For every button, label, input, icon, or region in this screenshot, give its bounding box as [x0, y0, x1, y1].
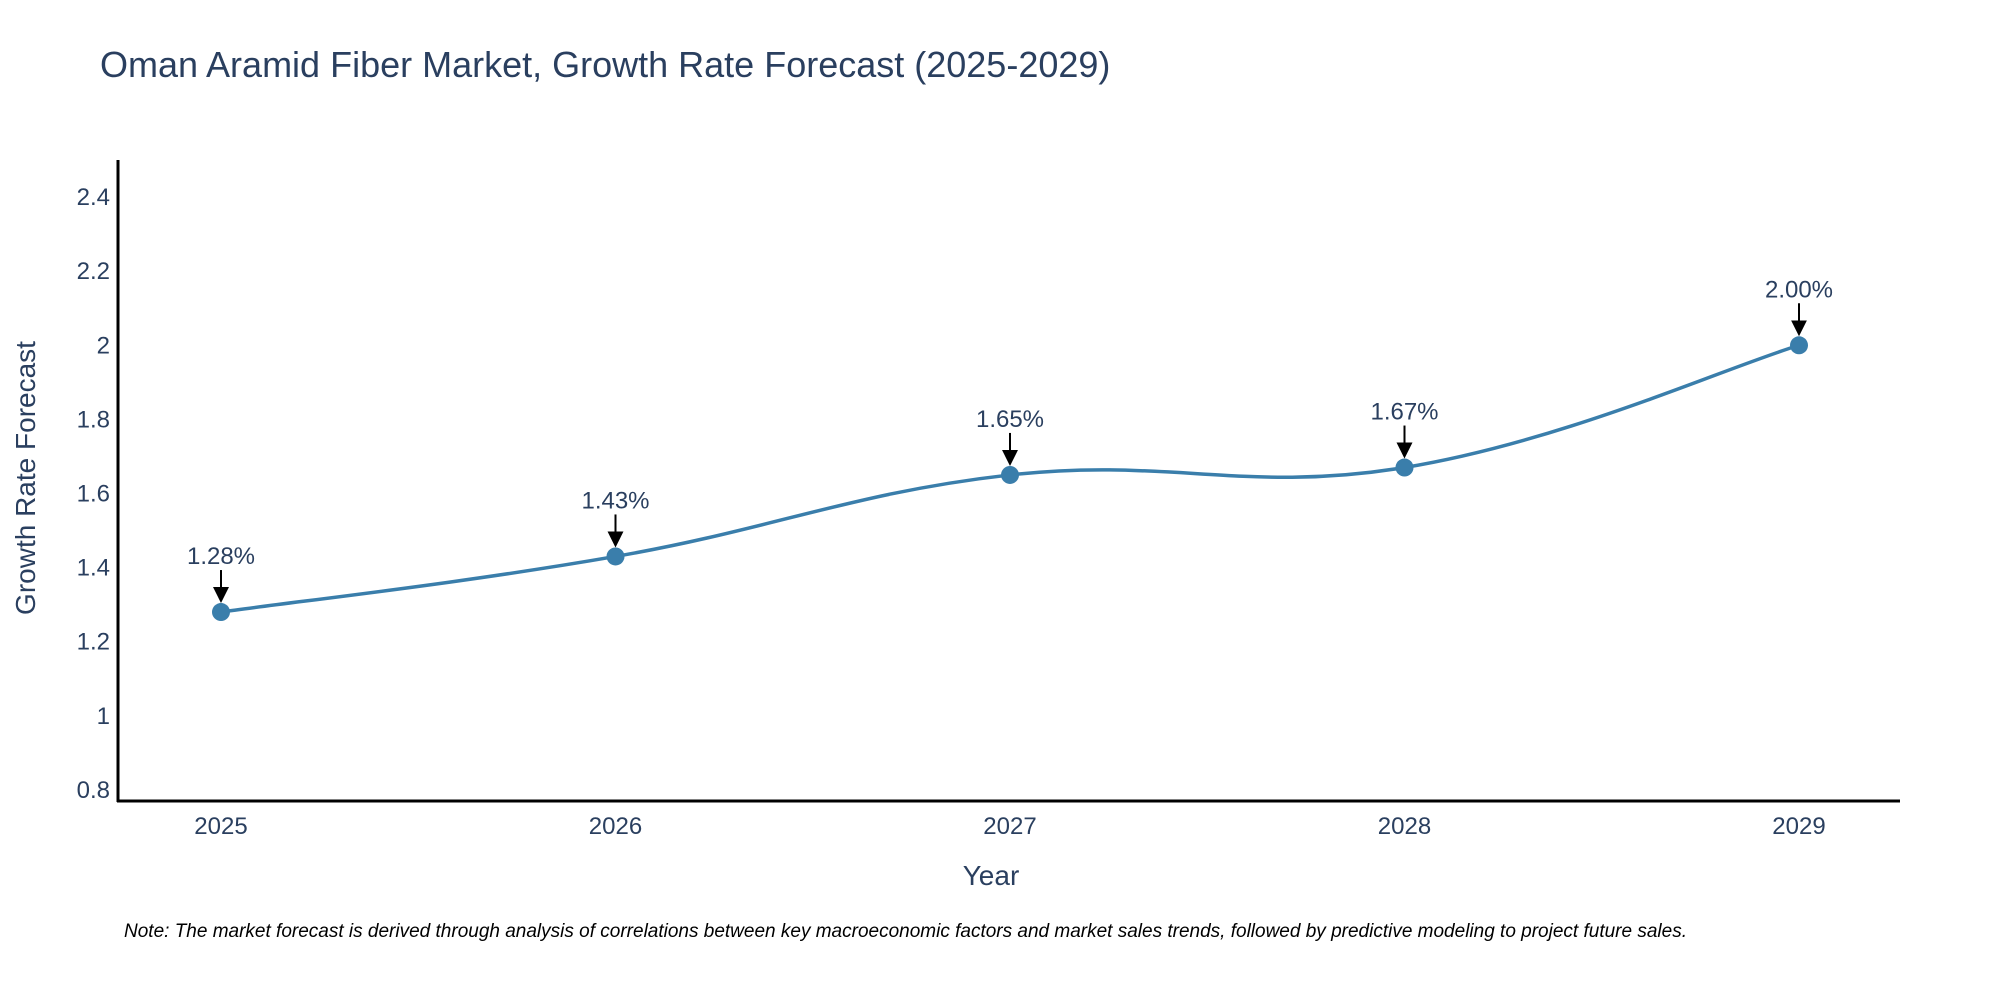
data-point — [606, 547, 625, 566]
chart-title: Oman Aramid Fiber Market, Growth Rate Fo… — [100, 44, 1111, 85]
y-tick-label: 1.8 — [77, 406, 110, 433]
x-tick-label: 2028 — [1378, 813, 1431, 840]
y-tick-label: 2 — [97, 332, 110, 359]
x-tick-label: 2026 — [589, 813, 642, 840]
data-labels: 1.28% 1.43% 1.65% 1.67% 2.00% — [187, 276, 1833, 604]
x-axis-title: Year — [963, 860, 1020, 891]
data-point — [1001, 465, 1019, 484]
y-tick-label: 1.2 — [77, 629, 110, 656]
x-axis-ticks: 2025 2026 2027 2028 2029 — [194, 813, 1825, 840]
y-tick-label: 2.4 — [77, 184, 110, 211]
data-points — [212, 336, 1808, 622]
y-tick-label: 1 — [97, 703, 110, 730]
data-label: 1.65% — [976, 406, 1044, 433]
footnote: Note: The market forecast is derived thr… — [124, 921, 1687, 942]
data-label: 1.43% — [581, 487, 649, 514]
data-point — [1790, 336, 1808, 355]
y-axis-title: Growth Rate Forecast — [10, 341, 41, 615]
data-label: 1.67% — [1370, 399, 1438, 426]
data-point — [212, 603, 230, 622]
data-point — [1395, 458, 1414, 477]
data-label: 2.00% — [1765, 276, 1833, 303]
y-tick-label: 0.8 — [77, 777, 110, 804]
y-tick-label: 1.4 — [77, 555, 110, 582]
x-tick-label: 2027 — [983, 813, 1036, 840]
x-tick-label: 2025 — [194, 813, 247, 840]
y-tick-label: 2.2 — [77, 258, 110, 285]
y-tick-label: 1.6 — [77, 480, 110, 507]
x-tick-label: 2029 — [1772, 813, 1825, 840]
data-label: 1.28% — [187, 543, 255, 570]
y-axis-ticks: 0.8 1 1.2 1.4 1.6 1.8 2 2.2 2.4 — [77, 184, 110, 804]
